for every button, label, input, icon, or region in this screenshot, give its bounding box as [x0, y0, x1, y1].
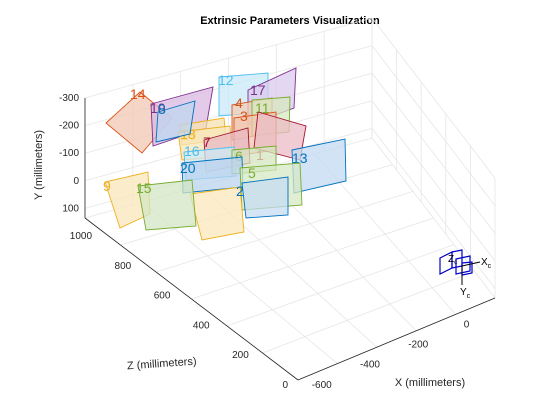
- plane-8-shape: [155, 100, 196, 143]
- grid-line: [371, 128, 496, 289]
- camera-icon: [439, 249, 481, 285]
- grid-line: [371, 45, 496, 206]
- plane-16-label: 16: [184, 143, 200, 159]
- plane-2-label: 2: [236, 183, 244, 199]
- plane-3-label: 3: [240, 108, 248, 124]
- z-tick-labels: 1000 800 600 400 200 0: [70, 231, 289, 391]
- z-tick-label: 600: [154, 291, 171, 302]
- grid-line: [371, 137, 496, 299]
- y-tick-label: -200: [59, 121, 79, 132]
- x-axis-line: [297, 297, 496, 381]
- z-axis-label: Z (millimeters): [127, 356, 197, 373]
- y-tick-labels: -300 -200 -100 0 100: [59, 93, 79, 214]
- y-tick-label: -300: [59, 93, 79, 104]
- z-tick-label: 200: [232, 350, 249, 361]
- camera-x-label: Xc: [481, 257, 492, 270]
- plane-2-shape: [241, 176, 289, 219]
- camera-x-axis: [461, 261, 481, 267]
- plane-2: 2: [236, 176, 289, 219]
- x-tick-label: -600: [312, 380, 332, 391]
- plane-15: 15: [136, 179, 197, 231]
- camera-y-label: Yc: [460, 287, 471, 300]
- y-tick-label: -100: [59, 148, 79, 159]
- grid-line: [155, 190, 414, 273]
- plane-8: 8: [155, 100, 196, 143]
- plane-14-label: 14: [130, 86, 146, 102]
- plane-18-lower-shape: [189, 186, 245, 241]
- plane-6-label: 6: [235, 148, 243, 164]
- plane-5-label: 5: [248, 165, 256, 181]
- z-tick-label: 400: [193, 320, 210, 331]
- z-tick-label: 800: [115, 261, 132, 272]
- plane-15-label: 15: [136, 180, 152, 196]
- grid-line: [371, 72, 496, 234]
- z-axis-line: [84, 217, 299, 381]
- plane-13-label: 13: [292, 150, 308, 166]
- plane-17-label: 17: [250, 82, 266, 98]
- y-tick-label: 0: [73, 176, 79, 187]
- axes-frame: [84, 98, 496, 381]
- grid-line: [84, 17, 373, 99]
- grid-line: [371, 17, 496, 179]
- x-tick-label: 0: [464, 320, 470, 331]
- chart-title: Extrinsic Parameters Visualization: [200, 15, 380, 27]
- plane-20-label: 20: [180, 160, 196, 176]
- grid-line: [142, 201, 338, 364]
- x-tick-label: -200: [408, 340, 428, 351]
- plane-15-shape: [137, 179, 197, 231]
- camera-lens-box: [455, 255, 471, 275]
- plane-7-label: 7: [203, 134, 211, 150]
- grid-line: [226, 244, 455, 327]
- grid-line: [262, 270, 475, 354]
- plane-8-label: 8: [158, 101, 166, 117]
- plane-9-label: 9: [103, 178, 111, 194]
- plane-4-label: 4: [235, 95, 243, 111]
- y-tick-label: 100: [62, 203, 79, 214]
- camera-z-label: Zc: [448, 254, 457, 266]
- x-tick-label: -400: [360, 360, 380, 371]
- grid-line: [191, 217, 434, 300]
- camera-axes: [461, 261, 481, 285]
- y-axis-label: Y (millimeters): [33, 130, 45, 200]
- plane-12-label: 12: [218, 72, 234, 88]
- z-tick-label: 1000: [70, 231, 93, 242]
- grid-line: [371, 100, 496, 262]
- z-tick-label: 0: [282, 380, 288, 391]
- x-axis-label: X (millimeters): [395, 377, 465, 389]
- x-tick-labels: -600 -400 -200 0: [312, 320, 470, 391]
- calibration-planes: 1410121719188411371166201352915: [103, 67, 347, 241]
